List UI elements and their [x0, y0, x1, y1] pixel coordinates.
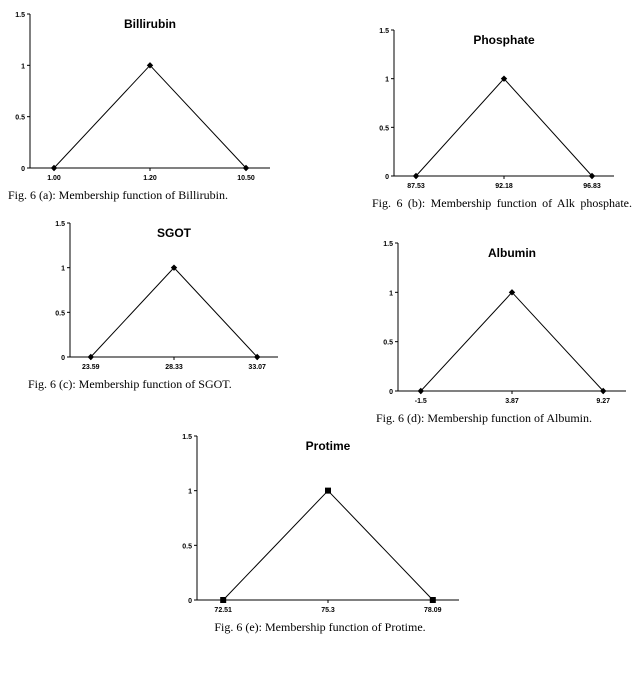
svg-text:10.50: 10.50	[237, 175, 255, 182]
svg-text:1.5: 1.5	[55, 221, 65, 228]
svg-text:23.59: 23.59	[82, 364, 100, 371]
caption-d: Fig. 6 (d): Membership function of Album…	[376, 411, 592, 426]
svg-text:0.5: 0.5	[55, 310, 65, 317]
svg-text:1: 1	[61, 266, 65, 273]
svg-text:1.5: 1.5	[182, 434, 192, 441]
svg-text:3.87: 3.87	[505, 398, 519, 405]
svg-text:92.18: 92.18	[495, 183, 513, 190]
svg-text:1.5: 1.5	[15, 12, 25, 19]
svg-text:9.27: 9.27	[596, 398, 610, 405]
row-1: 00.511.51.001.2010.50Billirubin Fig. 6 (…	[8, 8, 632, 211]
svg-text:78.09: 78.09	[424, 607, 442, 614]
chart-a: 0 0.5 1 1.5 1.00 1.20 10.50 Billirubin	[8, 8, 276, 186]
chart-e: 0 0.5 1 1.5 72.51 75.3 78.09 Protime	[175, 430, 465, 618]
caption-b: Fig. 6 (b): Membership function of Alk p…	[372, 196, 632, 211]
svg-text:0.5: 0.5	[379, 125, 389, 132]
chart-c: 0 0.5 1 1.5 23.59 28.33 33.07 SGOT	[48, 217, 284, 375]
svg-text:Phosphate: Phosphate	[473, 33, 535, 47]
svg-text:-1.5: -1.5	[415, 398, 427, 405]
svg-text:96.83: 96.83	[583, 183, 601, 190]
svg-text:SGOT: SGOT	[157, 226, 192, 240]
caption-c: Fig. 6 (c): Membership function of SGOT.	[28, 377, 232, 392]
svg-text:0: 0	[61, 355, 65, 362]
svg-text:0.5: 0.5	[383, 340, 393, 347]
svg-text:75.3: 75.3	[321, 607, 335, 614]
caption-a: Fig. 6 (a): Membership function of Billi…	[8, 188, 228, 203]
svg-text:87.53: 87.53	[407, 183, 425, 190]
svg-text:28.33: 28.33	[165, 364, 183, 371]
row-2: 0 0.5 1 1.5 23.59 28.33 33.07 SGOT Fig. 6 (c): …	[8, 217, 632, 426]
chart-b: 0 0.5 1 1.5 87.53 92.18 96.83 Phosphate	[372, 24, 620, 194]
svg-text:Protime: Protime	[306, 439, 351, 453]
svg-text:Albumin: Albumin	[488, 246, 536, 260]
svg-text:1: 1	[385, 77, 389, 84]
svg-text:1.5: 1.5	[379, 28, 389, 35]
svg-text:72.51: 72.51	[214, 607, 232, 614]
svg-text:1: 1	[389, 290, 393, 297]
svg-text:0.5: 0.5	[15, 115, 25, 122]
svg-text:1.00: 1.00	[47, 175, 61, 182]
svg-text:0: 0	[188, 598, 192, 605]
row-3: 0 0.5 1 1.5 72.51 75.3 78.09 Protime Fig. 6 (e)…	[8, 430, 632, 635]
svg-text:1.20: 1.20	[143, 175, 157, 182]
svg-text:33.07: 33.07	[248, 364, 266, 371]
svg-text:1: 1	[21, 63, 25, 70]
svg-text:1.5: 1.5	[383, 241, 393, 248]
svg-text:0.5: 0.5	[182, 543, 192, 550]
svg-text:1: 1	[188, 489, 192, 496]
svg-text:0: 0	[385, 174, 389, 181]
chart-d: 0 0.5 1 1.5 -1.5 3.87 9.27 Albumin	[376, 237, 632, 409]
panel-b: 0 0.5 1 1.5 87.53 92.18 96.83 Phosphate Fig. 6 …	[372, 24, 632, 211]
svg-text:0: 0	[389, 389, 393, 396]
panel-e: 0 0.5 1 1.5 72.51 75.3 78.09 Protime Fig. 6 (e)…	[175, 430, 465, 635]
panel-a: 0 0.5 1 1.5 1.00 1.20 10.50 Billirubin Fig. 6 (…	[8, 8, 276, 203]
panel-d: 0 0.5 1 1.5 -1.5 3.87 9.27 Albumin Fig. 6 (d): …	[376, 237, 632, 426]
caption-e: Fig. 6 (e): Membership function of Proti…	[214, 620, 425, 635]
panel-c: 00.511.523.5928.3333.07SGOT Fig. 6 (c): …	[48, 217, 284, 392]
svg-text:0: 0	[21, 166, 25, 173]
svg-text:Billirubin: Billirubin	[124, 17, 176, 31]
